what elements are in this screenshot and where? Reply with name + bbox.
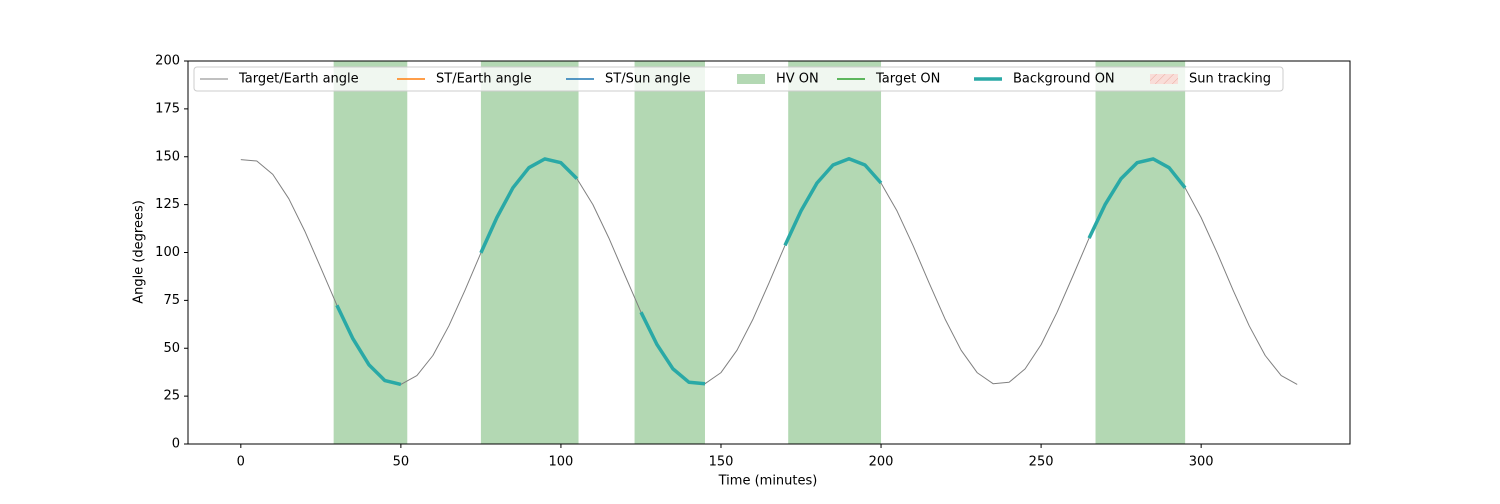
- shaded-span: [634, 61, 705, 444]
- y-axis-label: Angle (degrees): [132, 200, 147, 304]
- plot-area: [240, 61, 1298, 444]
- legend-swatch: [1150, 74, 1178, 84]
- x-tick-label: 200: [869, 455, 894, 470]
- y-tick-label: 75: [163, 293, 180, 308]
- x-tick-label: 150: [709, 455, 734, 470]
- x-tick-label: 0: [237, 455, 245, 470]
- x-tick-label: 100: [549, 455, 574, 470]
- y-tick-label: 50: [163, 341, 180, 356]
- legend-label: Target/Earth angle: [238, 72, 359, 87]
- y-tick-label: 125: [155, 197, 180, 212]
- x-axis-label: Time (minutes): [718, 474, 818, 489]
- legend-label: Background ON: [1013, 72, 1115, 87]
- legend: Target/Earth angle ST/Earth angle ST/Sun a…: [193, 66, 1284, 92]
- y-tick-label: 150: [155, 149, 180, 164]
- x-tick-label: 250: [1029, 455, 1054, 470]
- y-tick-label: 25: [163, 389, 180, 404]
- legend-label: Target ON: [875, 72, 940, 87]
- shaded-span: [1095, 61, 1186, 444]
- shaded-span: [788, 61, 882, 444]
- legend-label: Sun tracking: [1189, 72, 1271, 87]
- legend-label: ST/Sun angle: [605, 72, 691, 87]
- legend-label: HV ON: [776, 72, 819, 87]
- y-tick-label: 100: [155, 245, 180, 260]
- y-tick-label: 0: [172, 437, 180, 452]
- shaded-span: [333, 61, 408, 444]
- shaded-span: [480, 61, 579, 444]
- x-tick-label: 300: [1189, 455, 1214, 470]
- legend-swatch: [737, 74, 765, 84]
- series-line: [335, 156, 1187, 387]
- legend-label: ST/Earth angle: [436, 72, 532, 87]
- x-tick-label: 50: [393, 455, 410, 470]
- y-tick-label: 200: [155, 54, 180, 69]
- y-tick-label: 175: [155, 101, 180, 116]
